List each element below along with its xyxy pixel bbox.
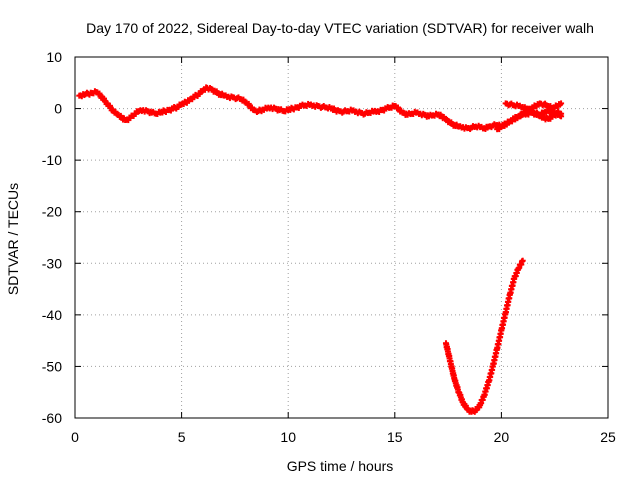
chart-title: Day 170 of 2022, Sidereal Day-to-day VTE… xyxy=(86,20,594,36)
y-tick-label: -50 xyxy=(42,358,62,374)
data-point xyxy=(558,113,565,120)
y-tick-label: -20 xyxy=(42,204,62,220)
y-tick-label: -60 xyxy=(42,410,62,426)
data-markers xyxy=(76,84,565,415)
y-tick-label: -40 xyxy=(42,307,62,323)
y-tick-label: -30 xyxy=(42,255,62,271)
y-axis-label: SDTVAR / TECUs xyxy=(5,183,21,295)
plot-frame xyxy=(74,56,609,419)
data-point xyxy=(519,257,526,264)
x-axis-label: GPS time / hours xyxy=(287,458,394,474)
x-tick-label: 25 xyxy=(600,429,616,445)
x-tick-label: 15 xyxy=(387,429,403,445)
y-tick-label: 0 xyxy=(54,101,62,117)
axis-ticks: 0 5 10 15 20 25 10 0 -10 -20 -30 -40 -50 -60 xyxy=(42,49,616,445)
y-tick-label: -10 xyxy=(42,152,62,168)
data-point xyxy=(558,100,565,107)
x-tick-label: 0 xyxy=(71,429,79,445)
x-tick-label: 10 xyxy=(280,429,296,445)
y-tick-label: 10 xyxy=(46,49,62,65)
x-tick-label: 5 xyxy=(178,429,186,445)
x-tick-label: 20 xyxy=(494,429,510,445)
